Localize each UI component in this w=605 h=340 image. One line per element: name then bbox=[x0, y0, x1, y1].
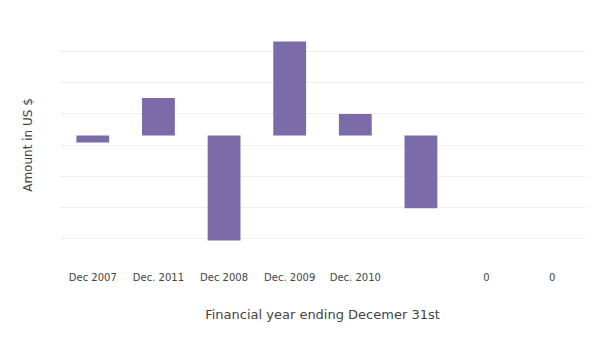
svg-text:Financial year ending Decemer: Financial year ending Decemer 31st bbox=[205, 307, 440, 322]
svg-text:Amount in US $: Amount in US $ bbox=[21, 98, 35, 192]
svg-text:Dec 2007: Dec 2007 bbox=[69, 272, 117, 283]
svg-text:Dec. 2010: Dec. 2010 bbox=[330, 272, 381, 283]
svg-text:0: 0 bbox=[549, 272, 555, 283]
svg-text:0: 0 bbox=[483, 272, 489, 283]
svg-text:Dec. 2009: Dec. 2009 bbox=[264, 272, 315, 283]
svg-text:Dec. 2011: Dec. 2011 bbox=[133, 272, 184, 283]
svg-text:Dec 2008: Dec 2008 bbox=[200, 272, 248, 283]
